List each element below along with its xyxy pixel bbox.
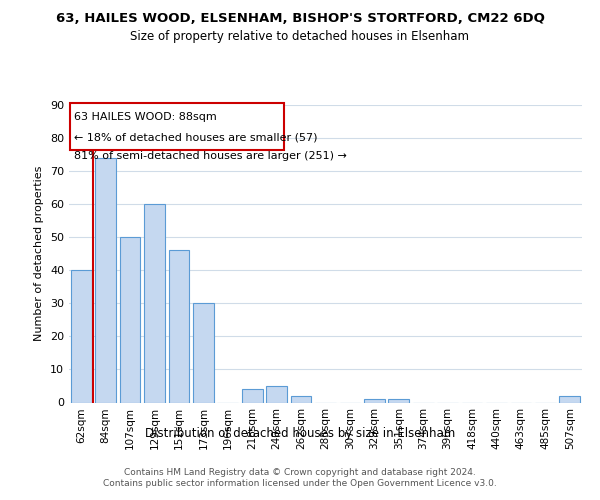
Bar (144, 204, 165, 402)
Text: Size of property relative to detached houses in Elsenham: Size of property relative to detached ho… (131, 30, 470, 43)
Bar (95, 158, 116, 402)
Bar (266, 386, 287, 402)
Bar (70, 104, 284, 150)
Bar (193, 304, 214, 402)
Text: ← 18% of detached houses are smaller (57): ← 18% of detached houses are smaller (57… (74, 132, 317, 142)
Text: Contains HM Land Registry data © Crown copyright and database right 2024.
Contai: Contains HM Land Registry data © Crown c… (103, 468, 497, 487)
Bar (71, 270, 92, 402)
Text: 81% of semi-detached houses are larger (251) →: 81% of semi-detached houses are larger (… (74, 151, 347, 161)
Bar (559, 396, 580, 402)
Y-axis label: Number of detached properties: Number of detached properties (34, 166, 44, 342)
Bar (119, 237, 140, 402)
Bar (290, 396, 311, 402)
Text: 63 HAILES WOOD: 88sqm: 63 HAILES WOOD: 88sqm (74, 112, 217, 122)
Bar (388, 399, 409, 402)
Bar (169, 250, 190, 402)
Bar (242, 390, 263, 402)
Text: 63, HAILES WOOD, ELSENHAM, BISHOP'S STORTFORD, CM22 6DQ: 63, HAILES WOOD, ELSENHAM, BISHOP'S STOR… (56, 12, 544, 26)
Bar (364, 399, 385, 402)
Text: Distribution of detached houses by size in Elsenham: Distribution of detached houses by size … (145, 428, 455, 440)
